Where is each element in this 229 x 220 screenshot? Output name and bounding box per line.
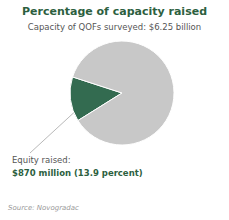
annotation: $870 million (13.9 percent): [12, 168, 143, 178]
pie: [70, 41, 174, 145]
annotation: Equity raised:: [12, 155, 71, 165]
source: Source: Novogradac: [8, 204, 79, 212]
slice: [73, 41, 174, 145]
chart: Percentage of capacity raised Capacity of…: [0, 0, 229, 220]
title: Percentage of capacity raised: [22, 5, 207, 18]
subtitle: Capacity of QOFs surveyed: $6.25 billion: [28, 22, 201, 32]
